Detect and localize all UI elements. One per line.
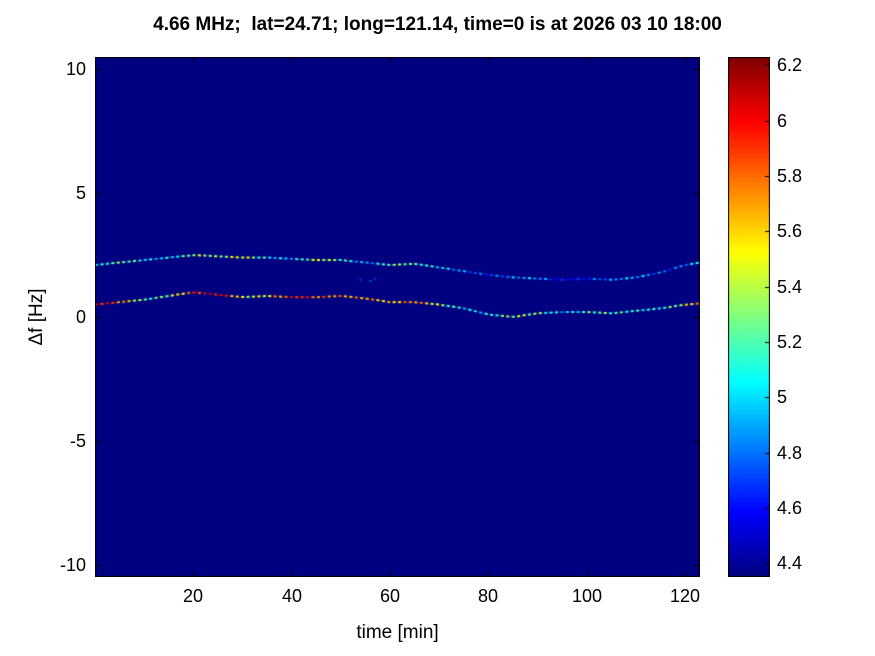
y-tick-label: -5 <box>69 431 86 451</box>
y-tick-label: 0 <box>75 307 86 327</box>
colorbar-canvas <box>728 57 770 577</box>
plot-title: 4.66 MHz; lat=24.71; long=121.14, time=0… <box>153 14 722 35</box>
colorbar-tick-label: 5.4 <box>777 277 803 297</box>
x-tick-label: 100 <box>571 586 603 606</box>
colorbar-tick-label: 5.2 <box>777 332 803 352</box>
x-tick-label: 40 <box>281 586 303 606</box>
x-tick-label: 60 <box>379 586 401 606</box>
x-tick-label: 80 <box>477 586 499 606</box>
y-tick-label: 5 <box>75 183 86 203</box>
colorbar-tick-label: 5.8 <box>777 166 803 186</box>
colorbar-tick-label: 4.4 <box>777 553 803 573</box>
colorbar-tick-label: 5.6 <box>777 221 803 241</box>
x-tick-label: 20 <box>182 586 204 606</box>
y-tick-label: -10 <box>59 555 86 575</box>
x-tick-label: 120 <box>669 586 701 606</box>
y-tick-label: 10 <box>65 59 86 79</box>
heatmap-canvas <box>95 57 700 577</box>
colorbar-tick-label: 4.8 <box>777 443 803 463</box>
colorbar-tick-label: 6.2 <box>777 55 803 75</box>
colorbar-tick-label: 4.6 <box>777 498 803 518</box>
colorbar-tick-label: 6 <box>777 111 788 131</box>
colorbar-tick-label: 5 <box>777 387 788 407</box>
x-axis-label: time [min] <box>356 622 439 643</box>
